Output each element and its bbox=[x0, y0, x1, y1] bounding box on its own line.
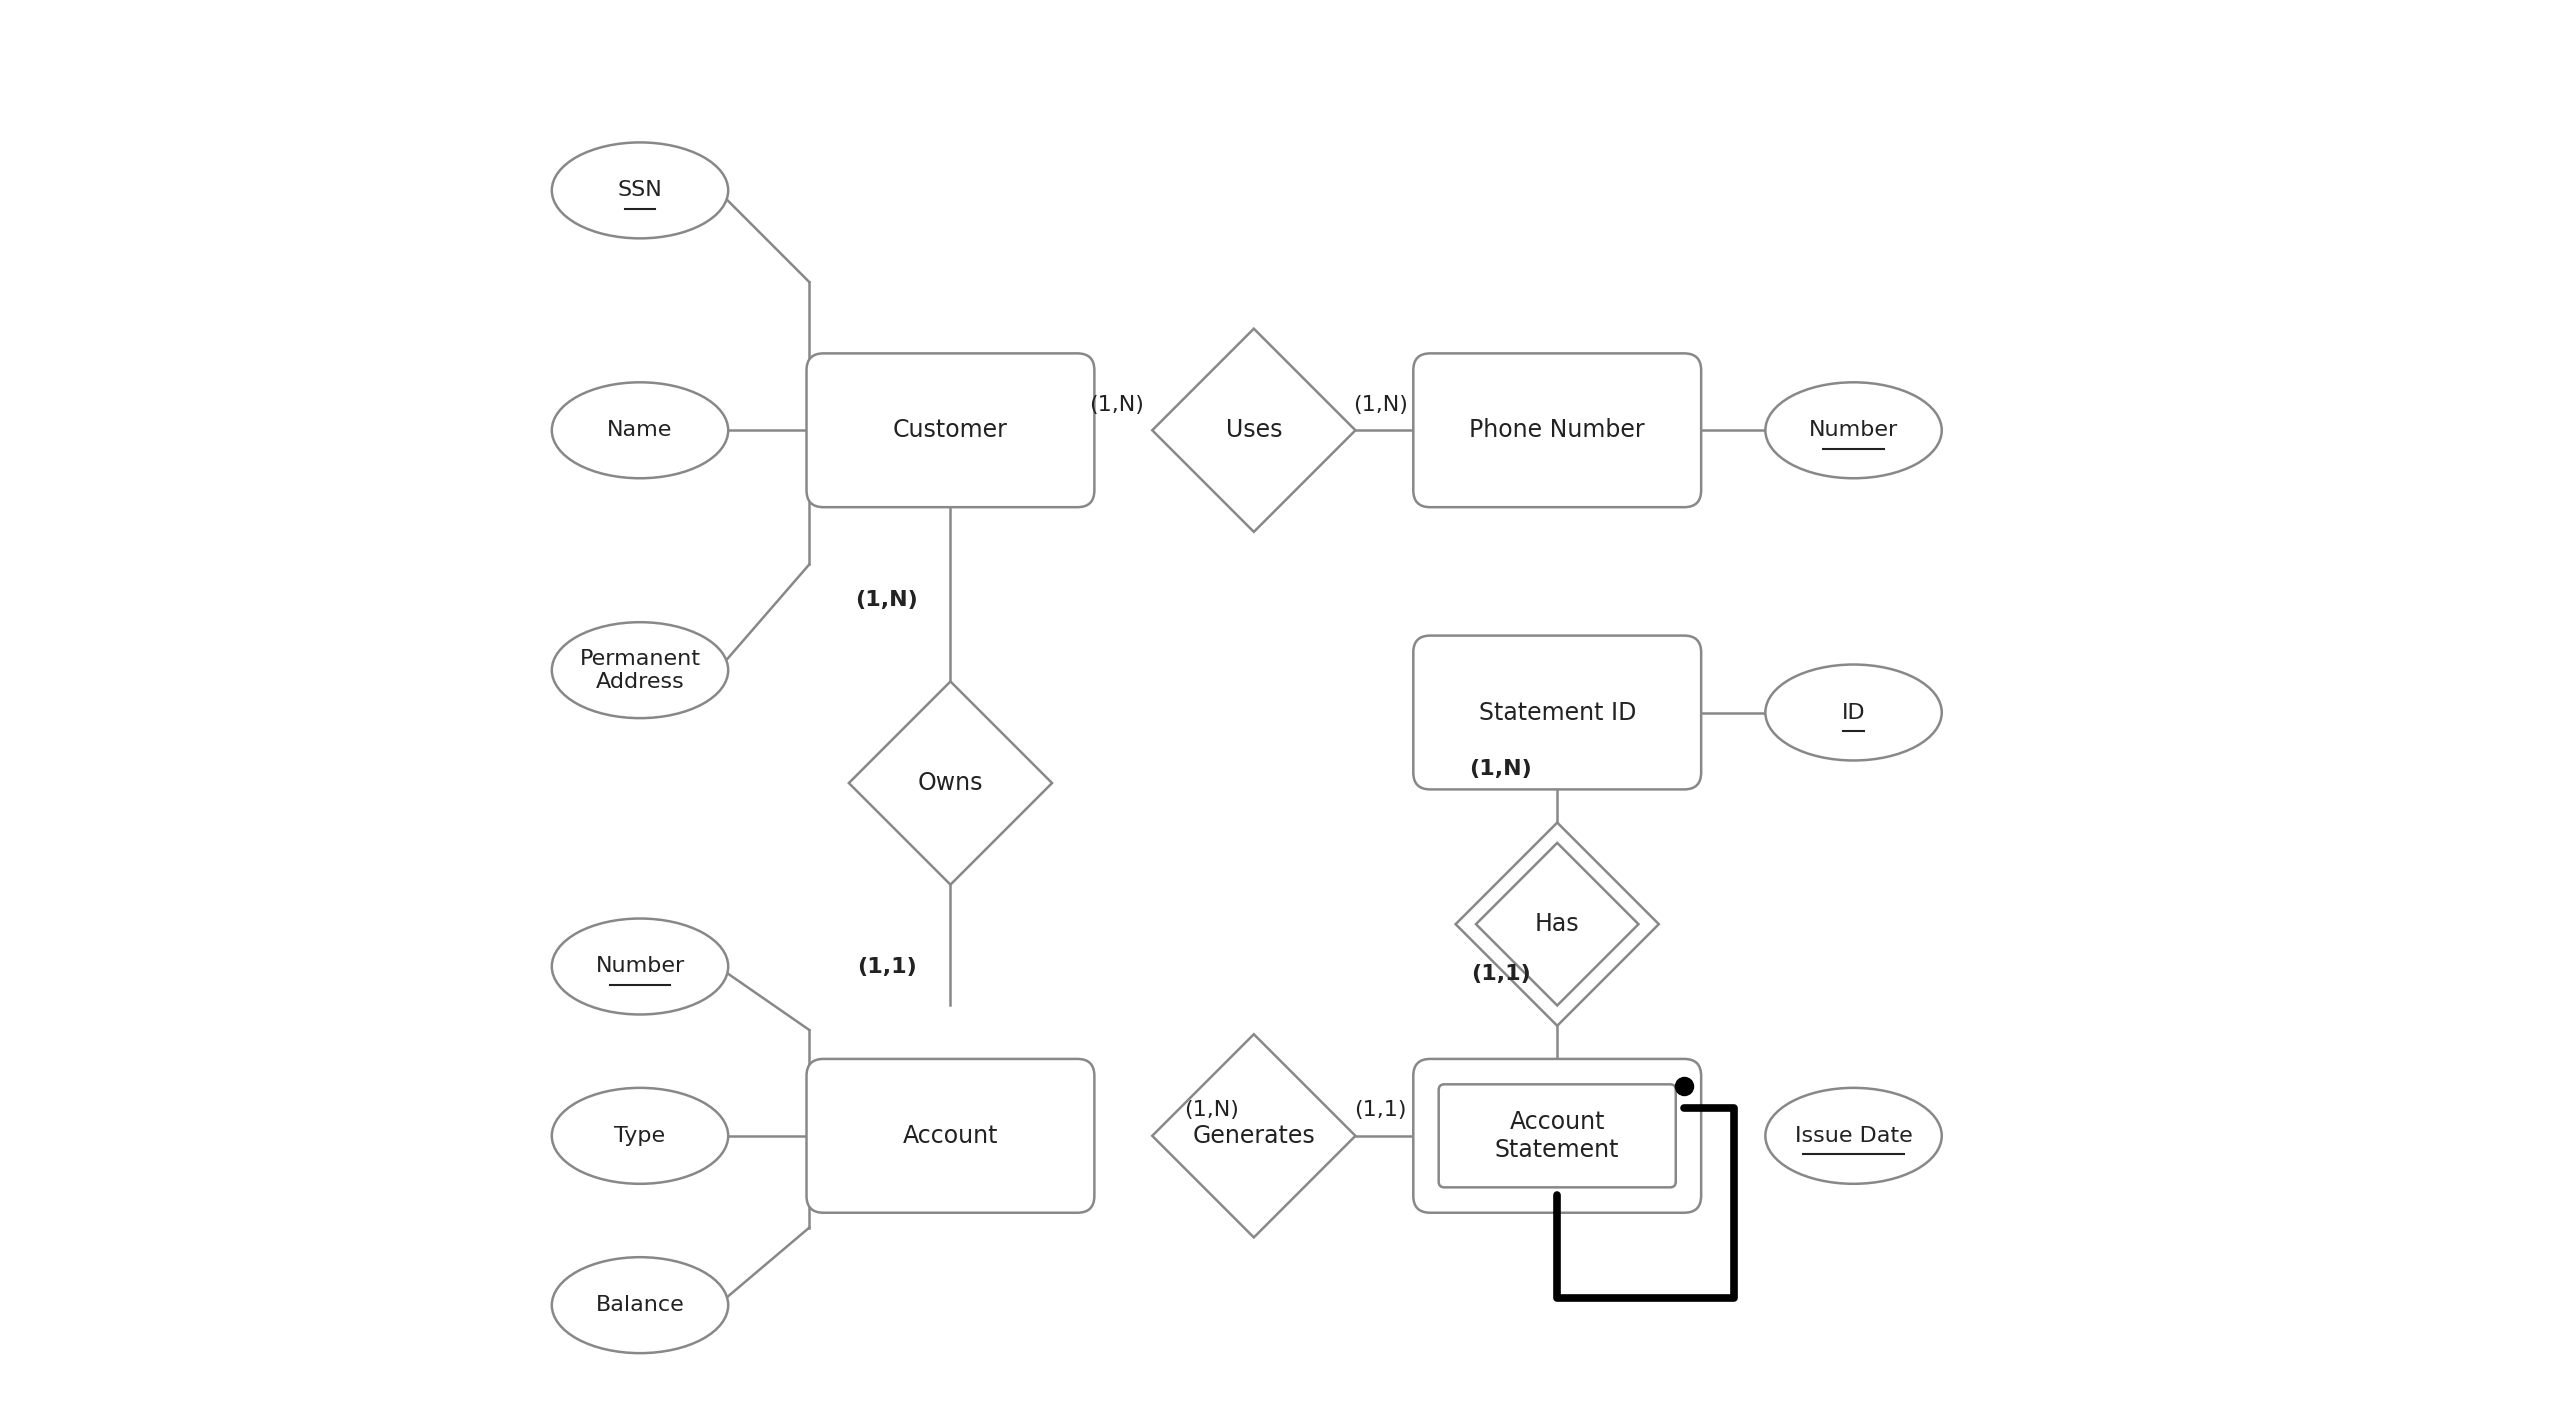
Text: (1,1): (1,1) bbox=[1471, 963, 1530, 983]
FancyBboxPatch shape bbox=[1413, 1059, 1701, 1213]
Text: SSN: SSN bbox=[617, 181, 663, 201]
Polygon shape bbox=[1153, 329, 1357, 532]
Ellipse shape bbox=[1765, 382, 1941, 479]
Polygon shape bbox=[1153, 1035, 1357, 1237]
Ellipse shape bbox=[551, 1087, 729, 1184]
Text: Owns: Owns bbox=[918, 771, 984, 795]
Text: Type: Type bbox=[615, 1126, 666, 1146]
Text: (1,N): (1,N) bbox=[1183, 1100, 1239, 1120]
Text: Number: Number bbox=[594, 956, 683, 976]
FancyBboxPatch shape bbox=[1413, 636, 1701, 789]
Text: Account
Statement: Account Statement bbox=[1494, 1110, 1619, 1161]
Ellipse shape bbox=[551, 142, 729, 238]
Text: Account: Account bbox=[903, 1124, 997, 1147]
Text: Generates: Generates bbox=[1193, 1124, 1316, 1147]
FancyBboxPatch shape bbox=[806, 353, 1094, 507]
Text: Permanent
Address: Permanent Address bbox=[579, 648, 701, 691]
Ellipse shape bbox=[551, 382, 729, 479]
Text: Name: Name bbox=[607, 420, 673, 440]
Text: (1,1): (1,1) bbox=[1354, 1100, 1408, 1120]
Text: ID: ID bbox=[1841, 703, 1867, 722]
Text: Phone Number: Phone Number bbox=[1469, 419, 1645, 442]
Text: (1,N): (1,N) bbox=[1469, 760, 1533, 779]
FancyBboxPatch shape bbox=[806, 1059, 1094, 1213]
FancyBboxPatch shape bbox=[1438, 1084, 1675, 1187]
Text: (1,N): (1,N) bbox=[1354, 395, 1408, 415]
Ellipse shape bbox=[551, 1257, 729, 1354]
Polygon shape bbox=[849, 681, 1053, 885]
Text: Statement ID: Statement ID bbox=[1479, 701, 1637, 724]
Text: Uses: Uses bbox=[1227, 419, 1283, 442]
Text: Has: Has bbox=[1535, 912, 1578, 936]
Polygon shape bbox=[1456, 822, 1660, 1026]
Ellipse shape bbox=[1765, 664, 1941, 761]
Text: (1,N): (1,N) bbox=[857, 590, 918, 610]
Text: (1,N): (1,N) bbox=[1089, 395, 1145, 415]
Text: (1,1): (1,1) bbox=[857, 956, 918, 976]
Text: Number: Number bbox=[1808, 420, 1897, 440]
Text: Customer: Customer bbox=[892, 419, 1007, 442]
Polygon shape bbox=[1476, 842, 1640, 1006]
Text: Balance: Balance bbox=[597, 1295, 683, 1315]
Ellipse shape bbox=[551, 919, 729, 1015]
FancyBboxPatch shape bbox=[1413, 353, 1701, 507]
Text: Issue Date: Issue Date bbox=[1795, 1126, 1912, 1146]
Ellipse shape bbox=[551, 623, 729, 718]
Ellipse shape bbox=[1765, 1087, 1941, 1184]
